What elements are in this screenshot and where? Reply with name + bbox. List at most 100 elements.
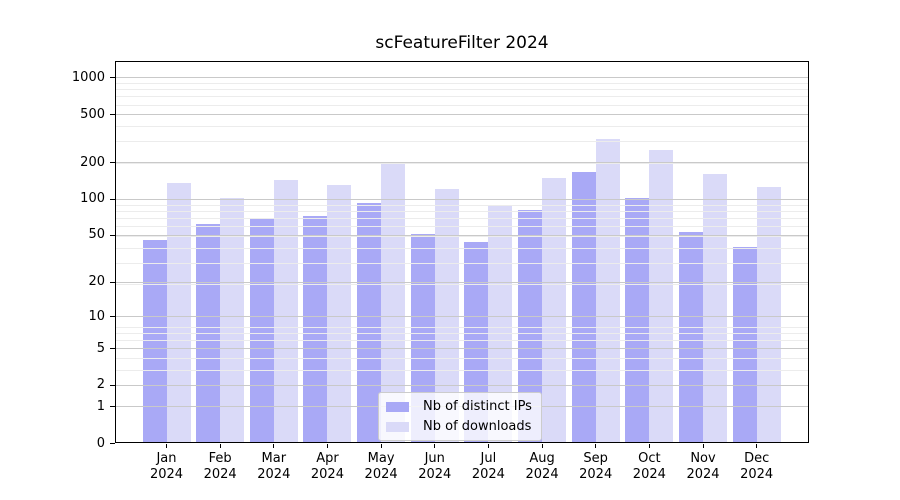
bar-downloads-sep: [595, 139, 620, 443]
x-tick-year: 2024: [471, 467, 505, 482]
y-tick-mark: [110, 443, 115, 444]
y-tick-label: 50: [88, 227, 105, 243]
gridline-minor: [115, 83, 809, 85]
gridline-major: [115, 198, 809, 200]
gridline-minor: [115, 125, 809, 127]
gridline-minor: [115, 236, 809, 237]
x-tick-label-nov: Nov 2024: [673, 451, 733, 483]
gridline-minor: [115, 357, 809, 359]
gridline-minor: [115, 340, 809, 342]
x-tick-year: 2024: [418, 467, 452, 482]
bar-downloads-dec: [756, 186, 781, 443]
x-tick-label-mar: Mar 2024: [244, 451, 304, 483]
y-tick-label: 2: [96, 377, 105, 393]
bar-downloads-feb: [220, 197, 245, 443]
x-tick-year: 2024: [364, 467, 398, 482]
bar-downloads-mar: [273, 180, 298, 443]
gridline-major: [115, 281, 809, 283]
gridline-minor: [115, 141, 809, 143]
x-tick-mark: [326, 444, 328, 448]
x-tick-mark: [487, 444, 489, 448]
gridline-minor: [115, 332, 809, 334]
y-tick-label: 500: [80, 106, 105, 122]
y-tick-label: 100: [80, 191, 105, 207]
legend-swatch: [386, 421, 409, 432]
x-tick-mark: [595, 444, 597, 448]
y-tick-mark: [110, 384, 115, 386]
gridline-minor: [115, 226, 809, 228]
x-tick-mark: [219, 444, 221, 448]
gridline-minor: [115, 89, 809, 91]
x-tick-year: 2024: [310, 467, 344, 482]
chart-title: scFeatureFilter 2024: [375, 33, 549, 53]
y-tick-mark: [110, 77, 115, 79]
gridline-minor: [115, 204, 809, 206]
y-tick-label: 0: [96, 435, 105, 451]
x-tick-mark: [380, 444, 382, 448]
gridline-major: [115, 348, 809, 350]
grid-layer: [115, 61, 809, 443]
bar-distinct-ips-nov: [679, 231, 703, 443]
x-tick-year: 2024: [632, 467, 666, 482]
bar-distinct-ips-oct: [625, 197, 650, 443]
legend-label: Nb of distinct IPs: [423, 399, 532, 414]
gridline-minor: [115, 104, 809, 106]
y-tick-mark: [110, 316, 115, 318]
legend-swatch: [386, 401, 409, 412]
x-tick-month: Apr: [316, 451, 339, 466]
x-tick-label-dec: Dec 2024: [727, 451, 787, 483]
gridline-minor: [115, 211, 809, 213]
gridline-major: [115, 77, 809, 79]
x-tick-label-may: May 2024: [351, 451, 411, 483]
y-tick-mark: [110, 406, 115, 408]
x-tick-label-oct: Oct 2024: [619, 451, 679, 483]
y-tick-label: 10: [88, 308, 105, 324]
x-tick-month: Jun: [424, 451, 445, 466]
bar-distinct-ips-sep: [571, 171, 596, 443]
x-tick-mark: [541, 444, 543, 448]
x-tick-mark: [166, 444, 167, 448]
gridline-minor: [115, 369, 809, 371]
bar-distinct-ips-jan: [142, 240, 167, 443]
x-tick-label-apr: Apr 2024: [297, 451, 357, 483]
legend-label: Nb of downloads: [423, 419, 532, 434]
legend-item: Nb of downloads: [386, 418, 532, 435]
bar-downloads-apr: [327, 184, 352, 443]
x-tick-year: 2024: [740, 467, 774, 482]
x-tick-year: 2024: [579, 467, 613, 482]
x-tick-month: Oct: [638, 451, 661, 466]
y-tick-mark: [110, 198, 115, 200]
y-tick-mark: [110, 281, 115, 283]
gridline-minor: [115, 284, 809, 286]
gridline-minor: [115, 326, 809, 328]
x-tick-month: Mar: [261, 451, 287, 466]
x-tick-month: Jul: [480, 451, 497, 466]
y-tick-label: 5: [96, 340, 105, 356]
x-tick-label-jan: Jan 2024: [137, 451, 197, 483]
bar-distinct-ips-apr: [303, 215, 328, 443]
y-tick-mark: [110, 348, 115, 350]
x-tick-month: Aug: [529, 451, 555, 466]
x-tick-mark: [702, 444, 704, 448]
x-tick-year: 2024: [149, 467, 184, 482]
y-tick-label: 200: [80, 154, 105, 170]
bar-downloads-jan: [166, 182, 191, 443]
x-tick-mark: [434, 444, 436, 448]
y-tick-label: 1000: [71, 69, 105, 85]
y-tick-label: 20: [88, 274, 105, 290]
x-tick-year: 2024: [203, 467, 237, 482]
gridline-minor: [115, 247, 809, 249]
x-tick-label-jul: Jul 2024: [458, 451, 518, 483]
x-tick-year: 2024: [257, 467, 291, 482]
x-tick-month: May: [367, 451, 395, 466]
y-tick-mark: [110, 162, 115, 164]
x-tick-month: Feb: [208, 451, 232, 466]
gridline-minor: [115, 218, 809, 220]
x-tick-month: Jan: [156, 451, 177, 466]
x-tick-month: Nov: [690, 451, 716, 466]
gridline-major: [115, 114, 809, 116]
x-tick-label-jun: Jun 2024: [405, 451, 465, 483]
gridline-major: [115, 384, 809, 386]
x-tick-year: 2024: [525, 467, 559, 482]
